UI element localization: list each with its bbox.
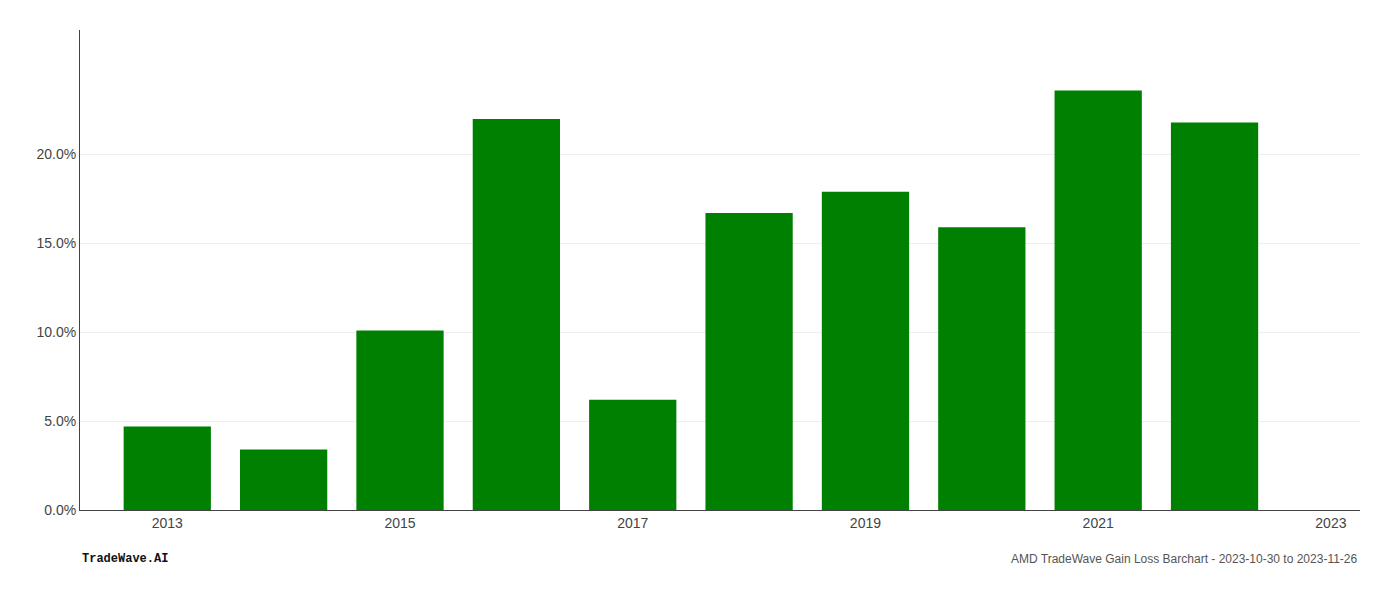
svg-text:5.0%: 5.0% bbox=[44, 413, 76, 429]
svg-text:2017: 2017 bbox=[617, 515, 648, 531]
svg-text:TradeWave.AI: TradeWave.AI bbox=[82, 552, 168, 566]
svg-text:2013: 2013 bbox=[152, 515, 183, 531]
svg-text:2023: 2023 bbox=[1315, 515, 1346, 531]
svg-text:20.0%: 20.0% bbox=[36, 146, 76, 162]
svg-text:2015: 2015 bbox=[384, 515, 415, 531]
svg-text:10.0%: 10.0% bbox=[36, 324, 76, 340]
svg-text:AMD TradeWave Gain Loss Barcha: AMD TradeWave Gain Loss Barchart - 2023-… bbox=[1011, 552, 1358, 566]
svg-text:15.0%: 15.0% bbox=[36, 235, 76, 251]
svg-text:2021: 2021 bbox=[1083, 515, 1114, 531]
svg-text:2019: 2019 bbox=[850, 515, 881, 531]
svg-text:0.0%: 0.0% bbox=[44, 502, 76, 518]
